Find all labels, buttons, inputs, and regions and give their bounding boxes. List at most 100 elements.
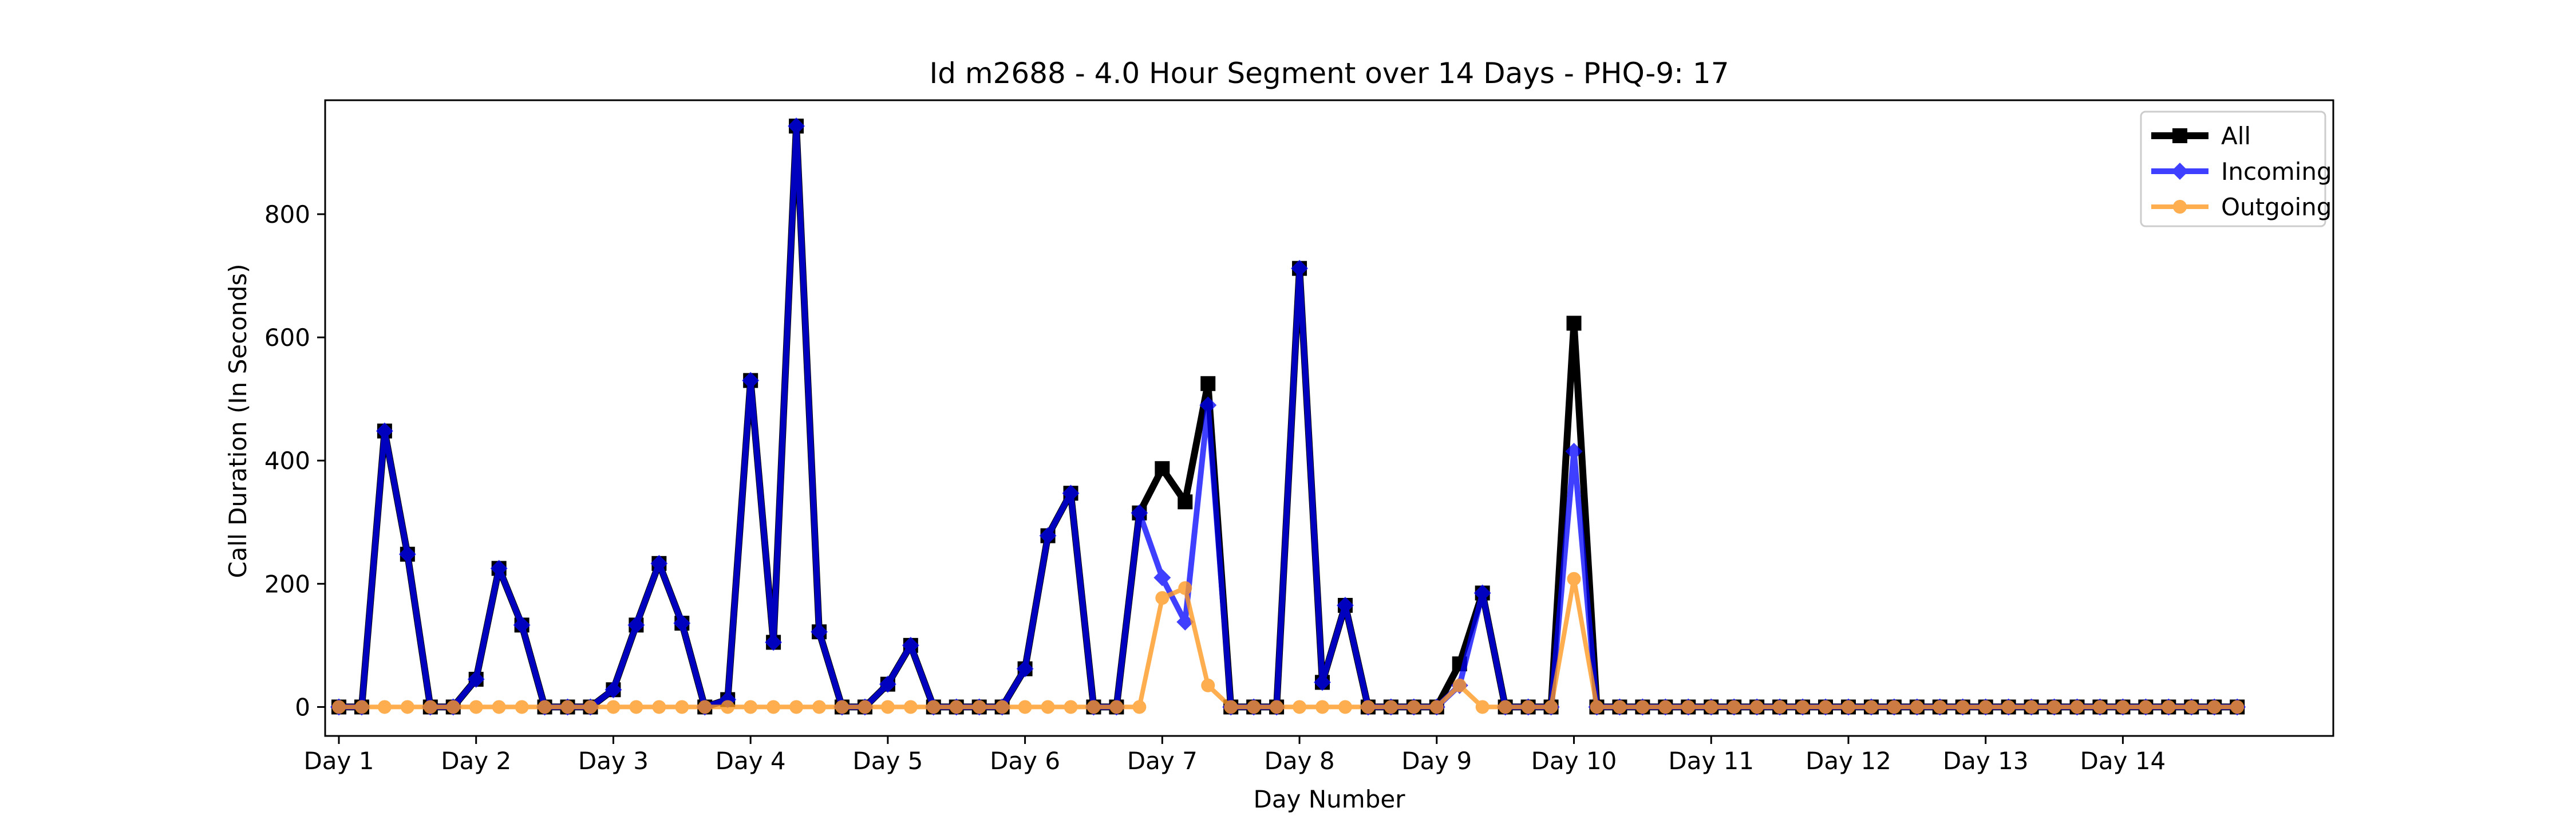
point-outgoing-21: [812, 700, 827, 714]
legend: All Incoming Outgoing: [2140, 111, 2332, 227]
point-outgoing-51: [1498, 700, 1512, 714]
point-incoming-13: [627, 616, 645, 634]
point-outgoing-19: [767, 700, 781, 714]
point-outgoing-56: [1613, 700, 1627, 714]
point-outgoing-20: [789, 700, 804, 714]
point-outgoing-33: [1086, 700, 1101, 714]
point-outgoing-47: [1406, 700, 1421, 714]
point-incoming-43: [1314, 674, 1332, 691]
point-outgoing-63: [1773, 700, 1787, 714]
legend-label-all: All: [2221, 122, 2251, 150]
legend-label-outgoing: Outgoing: [2221, 193, 2332, 221]
x-tick-label-13: Day 14: [2080, 747, 2166, 775]
point-incoming-15: [673, 615, 691, 632]
x-tick-label-6: Day 7: [1127, 747, 1198, 775]
series-line-incoming: [339, 123, 2238, 710]
point-incoming-54: [1565, 443, 1583, 460]
point-incoming-20: [788, 117, 805, 135]
point-outgoing-68: [1887, 700, 1901, 714]
point-incoming-12: [605, 681, 622, 699]
point-outgoing-73: [2001, 700, 2016, 714]
point-outgoing-75: [2047, 700, 2061, 714]
point-outgoing-57: [1635, 700, 1650, 714]
point-outgoing-10: [560, 700, 575, 714]
series-outgoing: [331, 572, 2245, 714]
point-outgoing-14: [652, 700, 666, 714]
y-tick-label-1: 200: [264, 570, 310, 598]
point-outgoing-55: [1590, 700, 1604, 714]
series-all: [331, 119, 2245, 715]
point-all-36: [1155, 461, 1170, 476]
point-outgoing-32: [1064, 700, 1078, 714]
legend-entry-all: [2151, 128, 2208, 143]
point-outgoing-35: [1132, 700, 1147, 714]
point-outgoing-26: [926, 700, 941, 714]
point-outgoing-4: [423, 700, 437, 714]
plot-area: 0 200 400 600 800 Day 1 Day 2 Day 3 Day 4 Day 5 Da…: [264, 117, 2246, 775]
point-outgoing-18: [744, 700, 758, 714]
point-outgoing-70: [1933, 700, 1947, 714]
point-outgoing-39: [1224, 700, 1238, 714]
point-outgoing-12: [606, 700, 621, 714]
point-incoming-19: [765, 633, 783, 651]
x-tick-label-12: Day 13: [1943, 747, 2029, 775]
x-tick-label-8: Day 9: [1401, 747, 1472, 775]
point-incoming-25: [902, 636, 919, 654]
point-outgoing-64: [1796, 700, 1810, 714]
point-outgoing-27: [949, 700, 963, 714]
point-outgoing-49: [1452, 678, 1467, 692]
point-incoming-44: [1336, 596, 1354, 614]
point-outgoing-66: [1841, 700, 1855, 714]
point-outgoing-17: [721, 700, 735, 714]
x-tick-label-11: Day 12: [1805, 747, 1891, 775]
point-outgoing-78: [2116, 700, 2130, 714]
point-outgoing-58: [1658, 700, 1673, 714]
legend-entry-incoming: [2151, 163, 2208, 180]
point-incoming-2: [376, 422, 393, 440]
point-outgoing-74: [2024, 700, 2038, 714]
point-outgoing-44: [1338, 700, 1352, 714]
point-outgoing-37: [1178, 581, 1192, 595]
x-tick-label-7: Day 8: [1265, 747, 1335, 775]
x-tick-label-5: Day 6: [990, 747, 1060, 775]
point-outgoing-71: [1955, 700, 1970, 714]
point-outgoing-34: [1109, 700, 1124, 714]
point-incoming-32: [1062, 485, 1080, 502]
point-all-38: [1200, 376, 1216, 391]
point-outgoing-67: [1864, 700, 1878, 714]
point-outgoing-50: [1475, 700, 1490, 714]
point-incoming-21: [811, 623, 828, 641]
point-incoming-42: [1291, 259, 1309, 277]
point-outgoing-36: [1155, 591, 1170, 605]
point-outgoing-2: [377, 700, 392, 714]
point-incoming-14: [650, 554, 668, 572]
point-outgoing-24: [880, 700, 895, 714]
legend-marker-incoming: [2171, 163, 2188, 180]
point-outgoing-46: [1384, 700, 1398, 714]
point-outgoing-3: [400, 700, 414, 714]
point-outgoing-41: [1270, 700, 1284, 714]
point-outgoing-8: [515, 700, 529, 714]
x-tick-label-1: Day 2: [441, 747, 511, 775]
point-outgoing-77: [2093, 700, 2107, 714]
y-tick-label-2: 400: [264, 447, 310, 475]
y-tick-label-0: 0: [295, 693, 310, 721]
chart-title: Id m2688 - 4.0 Hour Segment over 14 Days…: [929, 57, 1729, 90]
point-incoming-24: [879, 675, 896, 693]
point-outgoing-43: [1315, 700, 1330, 714]
point-outgoing-72: [1978, 700, 1993, 714]
point-outgoing-62: [1750, 700, 1764, 714]
point-outgoing-45: [1361, 700, 1375, 714]
point-outgoing-16: [698, 700, 712, 714]
series-incoming: [330, 117, 2246, 716]
point-outgoing-11: [583, 700, 598, 714]
point-outgoing-81: [2184, 700, 2199, 714]
point-incoming-37: [1176, 613, 1194, 631]
point-outgoing-29: [995, 700, 1009, 714]
point-outgoing-40: [1247, 700, 1261, 714]
point-outgoing-59: [1681, 700, 1696, 714]
point-incoming-8: [513, 616, 531, 634]
point-outgoing-30: [1018, 700, 1032, 714]
point-all-54: [1566, 316, 1582, 331]
